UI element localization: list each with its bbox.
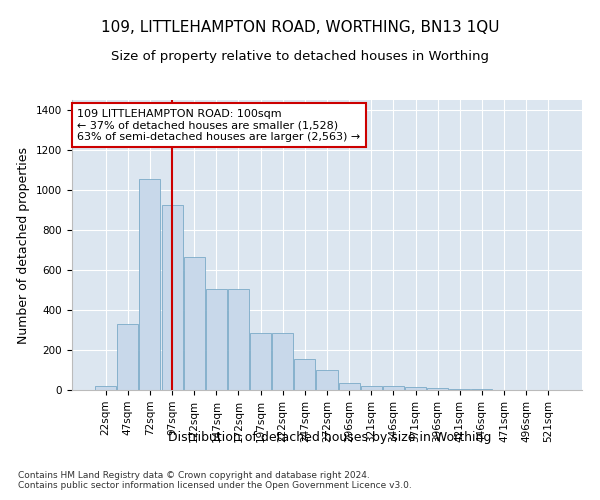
- Bar: [405, 387, 426, 390]
- Bar: [206, 289, 227, 390]
- Bar: [383, 386, 404, 390]
- Bar: [161, 205, 182, 390]
- Bar: [95, 386, 116, 390]
- Text: Size of property relative to detached houses in Worthing: Size of property relative to detached ho…: [111, 50, 489, 63]
- Bar: [472, 389, 493, 390]
- Bar: [295, 359, 316, 390]
- Text: Contains HM Land Registry data © Crown copyright and database right 2024.
Contai: Contains HM Land Registry data © Crown c…: [18, 470, 412, 490]
- Bar: [250, 333, 271, 390]
- Bar: [427, 388, 448, 390]
- Text: Distribution of detached houses by size in Worthing: Distribution of detached houses by size …: [169, 431, 491, 444]
- Y-axis label: Number of detached properties: Number of detached properties: [17, 146, 31, 344]
- Bar: [316, 370, 338, 390]
- Bar: [184, 257, 205, 390]
- Bar: [139, 179, 160, 390]
- Bar: [272, 333, 293, 390]
- Bar: [228, 289, 249, 390]
- Bar: [361, 386, 382, 390]
- Text: 109, LITTLEHAMPTON ROAD, WORTHING, BN13 1QU: 109, LITTLEHAMPTON ROAD, WORTHING, BN13 …: [101, 20, 499, 35]
- Bar: [449, 389, 470, 390]
- Bar: [118, 324, 139, 390]
- Text: 109 LITTLEHAMPTON ROAD: 100sqm
← 37% of detached houses are smaller (1,528)
63% : 109 LITTLEHAMPTON ROAD: 100sqm ← 37% of …: [77, 108, 361, 142]
- Bar: [338, 384, 359, 390]
